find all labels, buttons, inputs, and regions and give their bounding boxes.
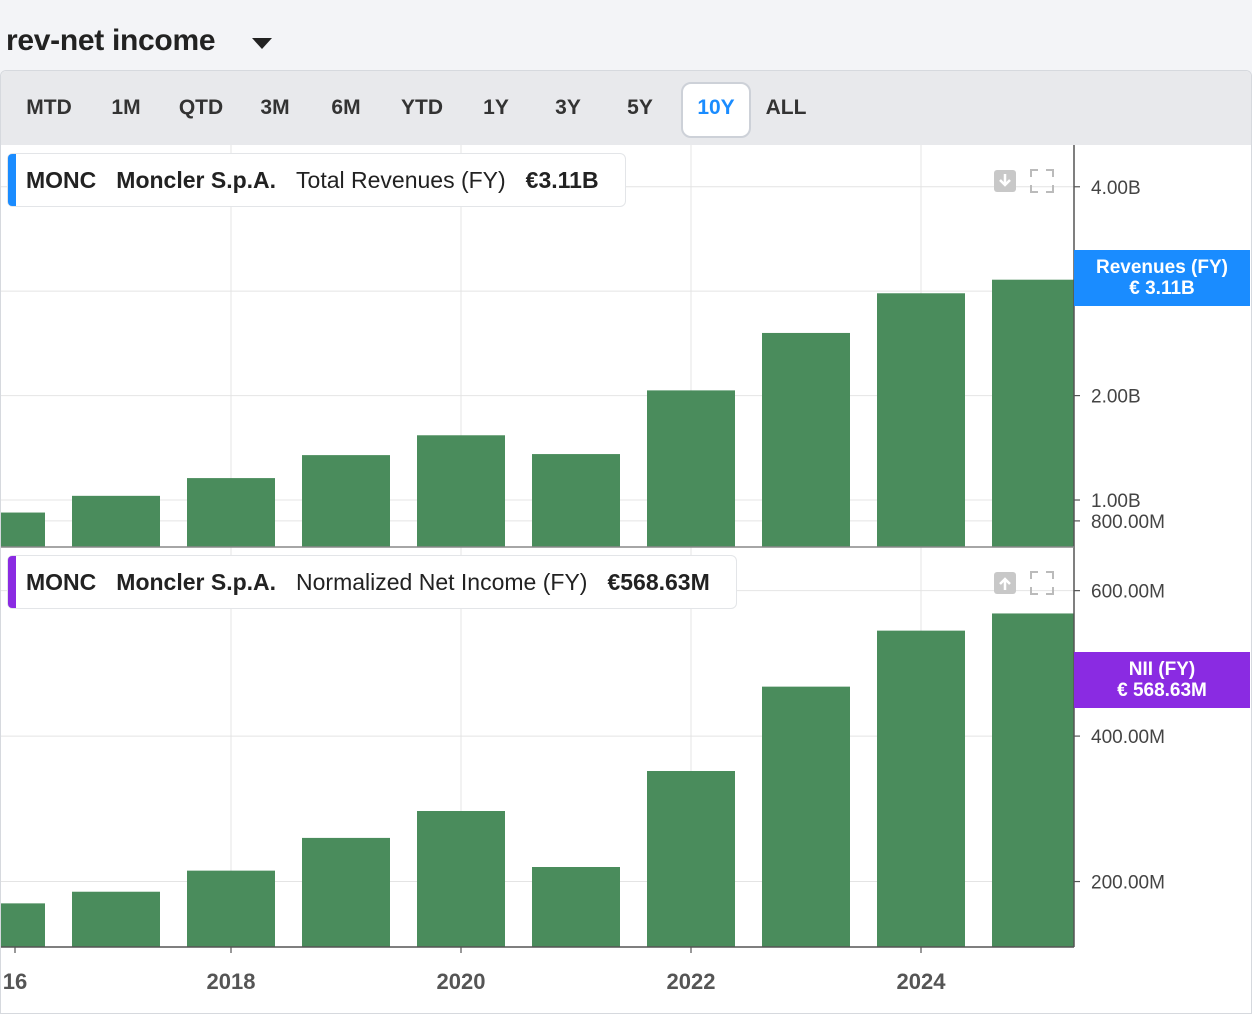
page-title: rev-net income (6, 24, 216, 57)
bar-2024[interactable] (877, 630, 965, 947)
bar-2017[interactable] (72, 495, 160, 547)
legend-value: €568.63M (607, 568, 710, 595)
upload-icon[interactable] (993, 571, 1017, 595)
price-tag-value: € 568.63M (1117, 680, 1207, 701)
fullscreen-icon[interactable] (1030, 169, 1054, 193)
bar-2019[interactable] (302, 455, 390, 547)
legend-company: Moncler S.p.A. (116, 568, 277, 595)
bar-2021[interactable] (532, 454, 620, 547)
legend-ticker: MONC (26, 568, 97, 595)
range-button-mtd[interactable]: MTD (26, 96, 72, 119)
bar-2017[interactable] (72, 891, 160, 947)
legend-value: €3.11B (525, 166, 599, 193)
price-tag-value: € 3.11B (1129, 278, 1195, 299)
y-tick-label: 1.00B (1091, 491, 1141, 512)
price-tag-label: NII (FY) (1128, 659, 1196, 680)
range-button-1m[interactable]: 1M (111, 96, 141, 119)
range-button-1y[interactable]: 1Y (483, 96, 509, 119)
nii-price-tag: NII (FY) € 568.63M (1074, 652, 1250, 708)
legend-net-income: MONC Moncler S.p.A. Normalized Net Incom… (7, 555, 737, 609)
legend-color-stripe (8, 556, 16, 608)
range-toolbar: MTD 1M QTD 3M 6M YTD 1Y 3Y 5Y 10Y ALL (1, 71, 1251, 145)
bar-2021[interactable] (532, 867, 620, 947)
bar-2020[interactable] (417, 435, 505, 547)
bar-2019[interactable] (302, 837, 390, 947)
legend-company: Moncler S.p.A. (116, 166, 277, 193)
range-button-qtd[interactable]: QTD (178, 96, 224, 119)
legend-revenues: MONC Moncler S.p.A. Total Revenues (FY) … (7, 153, 626, 207)
price-tag-label: Revenues (FY) (1096, 257, 1228, 278)
bar-2023[interactable] (762, 332, 850, 547)
bar-2020[interactable] (417, 811, 505, 947)
bar-2025[interactable] (992, 613, 1074, 947)
bar-2023[interactable] (762, 686, 850, 947)
legend-color-stripe (8, 154, 16, 206)
bar-2022[interactable] (647, 390, 735, 547)
range-button-all[interactable]: ALL (765, 96, 807, 119)
range-button-6m[interactable]: 6M (331, 96, 361, 119)
chevron-down-icon[interactable] (252, 38, 272, 49)
y-tick-label: 800.00M (1091, 512, 1165, 533)
bar-2022[interactable] (647, 771, 735, 947)
legend-metric: Total Revenues (FY) (296, 166, 506, 193)
range-button-5y[interactable]: 5Y (627, 96, 653, 119)
y-tick-label: 600.00M (1091, 582, 1165, 603)
fullscreen-icon[interactable] (1030, 571, 1054, 595)
range-button-10y[interactable]: 10Y (681, 82, 751, 138)
header: rev-net income (0, 0, 1252, 72)
x-tick-label: 16 (3, 969, 27, 994)
x-tick-label: 2024 (897, 969, 947, 994)
range-button-3m[interactable]: 3M (260, 96, 290, 119)
bar-2018[interactable] (187, 478, 275, 547)
bar-2016[interactable] (1, 512, 45, 547)
bar-2024[interactable] (877, 293, 965, 547)
bar-2018[interactable] (187, 870, 275, 947)
y-tick-label: 4.00B (1091, 178, 1141, 199)
bar-2016[interactable] (1, 903, 45, 947)
y-tick-label: 200.00M (1091, 873, 1165, 894)
x-tick-label: 2018 (207, 969, 256, 994)
range-button-3y[interactable]: 3Y (555, 96, 581, 119)
download-icon[interactable] (993, 169, 1017, 193)
revenue-price-tag: Revenues (FY) € 3.11B (1074, 250, 1250, 306)
bar-2025[interactable] (992, 279, 1074, 547)
x-tick-label: 2022 (667, 969, 716, 994)
x-tick-label: 2020 (437, 969, 486, 994)
y-tick-label: 400.00M (1091, 727, 1165, 748)
legend-ticker: MONC (26, 166, 97, 193)
chart-canvas: 4.00B3.00B2.00B1.00B800.00M600.00M400.00… (1, 145, 1165, 994)
legend-metric: Normalized Net Income (FY) (296, 568, 588, 595)
range-button-ytd[interactable]: YTD (401, 96, 443, 119)
y-tick-label: 2.00B (1091, 387, 1141, 408)
